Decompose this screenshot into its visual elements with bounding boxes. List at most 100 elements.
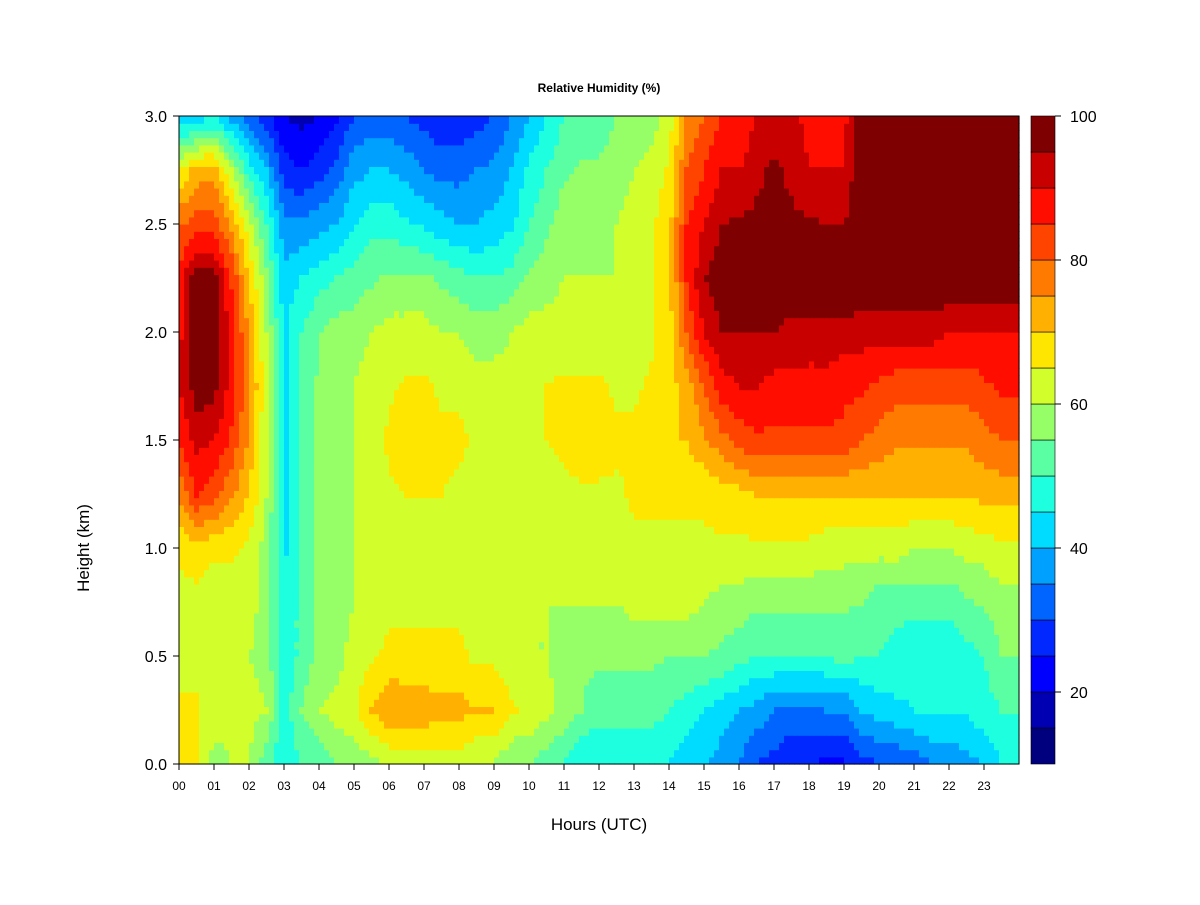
heatmap-cell <box>984 720 990 729</box>
heatmap-cell <box>204 756 210 765</box>
heatmap-cell <box>444 749 450 758</box>
heatmap-cell <box>374 576 380 585</box>
heatmap-cell <box>929 713 935 722</box>
heatmap-cell <box>534 735 540 743</box>
heatmap-cell <box>994 641 1000 650</box>
heatmap-cell <box>969 605 975 614</box>
heatmap-cell <box>869 728 875 736</box>
heatmap-cell <box>819 576 825 585</box>
heatmap-cell <box>239 591 245 599</box>
heatmap-cell <box>229 706 235 715</box>
heatmap-cell <box>249 641 255 650</box>
heatmap-cell <box>809 627 815 635</box>
heatmap-cell <box>964 756 970 765</box>
heatmap-cell <box>614 620 620 628</box>
heatmap-cell <box>654 641 660 650</box>
heatmap-cell <box>794 569 800 578</box>
heatmap-cell <box>969 612 975 621</box>
heatmap-cell <box>424 584 430 592</box>
heatmap-cell <box>199 591 205 599</box>
heatmap-cell <box>449 656 455 664</box>
heatmap-cell <box>299 598 305 607</box>
heatmap-cell <box>324 670 330 679</box>
heatmap-cell <box>824 584 830 592</box>
heatmap-cell <box>669 749 675 758</box>
heatmap-cell <box>914 555 920 563</box>
heatmap-cell <box>644 634 650 643</box>
heatmap-cell <box>229 569 235 578</box>
heatmap-cell <box>829 706 835 715</box>
heatmap-cell <box>889 605 895 614</box>
heatmap-cell <box>1014 634 1020 643</box>
heatmap-cell <box>414 677 420 686</box>
heatmap-cell <box>664 591 670 599</box>
heatmap-cell <box>379 576 385 585</box>
heatmap-cell <box>999 627 1005 635</box>
heatmap-cell <box>769 713 775 722</box>
heatmap-cell <box>199 684 205 693</box>
heatmap-cell <box>754 670 760 679</box>
heatmap-cell <box>689 713 695 722</box>
heatmap-cell <box>739 605 745 614</box>
heatmap-cell <box>514 670 520 679</box>
heatmap-cell <box>929 598 935 607</box>
heatmap-cell <box>279 692 285 700</box>
heatmap-cell <box>504 742 510 751</box>
heatmap-cell <box>459 735 465 743</box>
heatmap-cell <box>314 591 320 599</box>
heatmap-cell <box>699 569 705 578</box>
heatmap-cell <box>599 663 605 671</box>
heatmap-cell <box>954 569 960 578</box>
heatmap-cell <box>439 569 445 578</box>
heatmap-cell <box>754 584 760 592</box>
heatmap-cell <box>494 656 500 664</box>
heatmap-cell <box>714 569 720 578</box>
heatmap-cell <box>479 692 485 700</box>
heatmap-cell <box>184 591 190 599</box>
heatmap-cell <box>994 627 1000 635</box>
heatmap-cell <box>479 555 485 563</box>
heatmap-cell <box>959 627 965 635</box>
heatmap-cell <box>459 706 465 715</box>
heatmap-cell <box>744 598 750 607</box>
heatmap-cell <box>719 627 725 635</box>
heatmap-cell <box>679 576 685 585</box>
heatmap-cell <box>919 656 925 664</box>
heatmap-cell <box>214 684 220 693</box>
heatmap-cell <box>434 548 440 556</box>
heatmap-cell <box>919 634 925 643</box>
heatmap-cell <box>799 627 805 635</box>
heatmap-cell <box>604 627 610 635</box>
heatmap-cell <box>654 692 660 700</box>
heatmap-cell <box>354 591 360 599</box>
heatmap-cell <box>244 720 250 729</box>
heatmap-cell <box>824 735 830 743</box>
heatmap-cell <box>789 663 795 671</box>
heatmap-cell <box>374 735 380 743</box>
heatmap-cell <box>959 749 965 758</box>
heatmap-cell <box>334 663 340 671</box>
heatmap-cell <box>939 648 945 657</box>
heatmap-cell <box>244 612 250 621</box>
heatmap-cell <box>884 706 890 715</box>
heatmap-cell <box>614 555 620 563</box>
heatmap-cell <box>834 569 840 578</box>
heatmap-cell <box>984 612 990 621</box>
heatmap-cell <box>629 562 635 571</box>
heatmap-cell <box>709 555 715 563</box>
heatmap-cell <box>699 605 705 614</box>
heatmap-cell <box>464 605 470 614</box>
heatmap-cell <box>944 584 950 592</box>
heatmap-cell <box>684 663 690 671</box>
heatmap-cell <box>244 584 250 592</box>
heatmap-cell <box>424 627 430 635</box>
heatmap-cell <box>394 656 400 664</box>
heatmap-cell <box>394 555 400 563</box>
heatmap-cell <box>479 620 485 628</box>
heatmap-cell <box>774 713 780 722</box>
heatmap-cell <box>664 648 670 657</box>
heatmap-cell <box>764 677 770 686</box>
heatmap-cell <box>819 620 825 628</box>
heatmap-cell <box>264 663 270 671</box>
heatmap-cell <box>904 620 910 628</box>
